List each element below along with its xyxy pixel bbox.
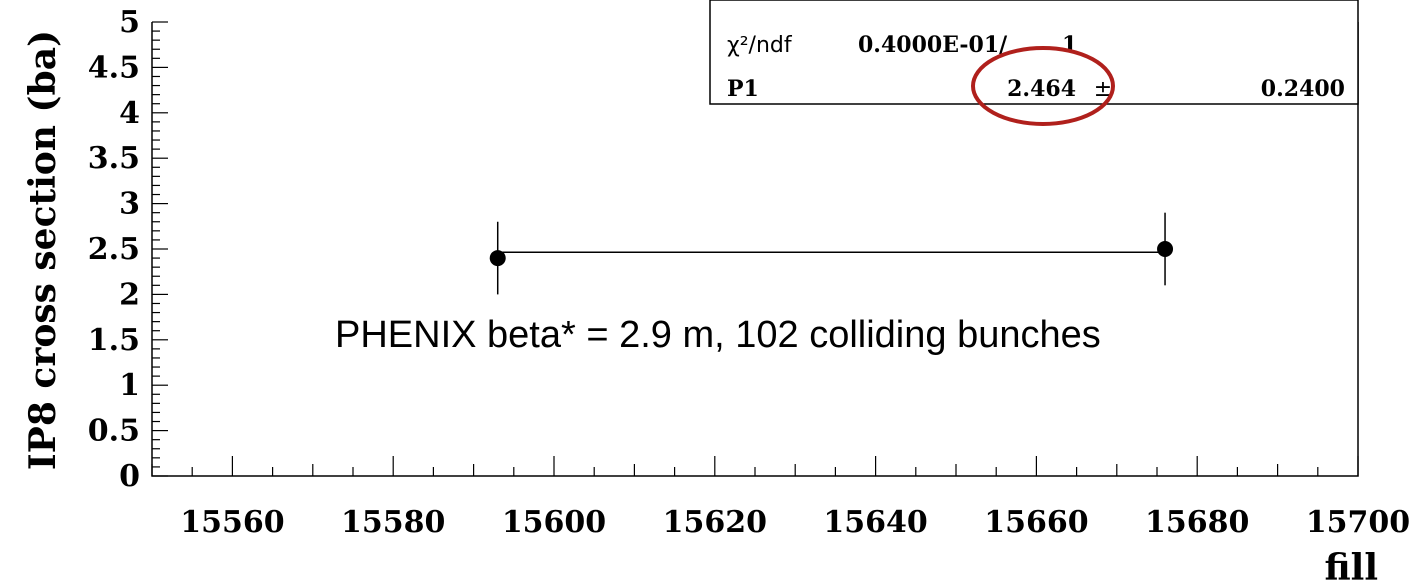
y-tick-label: 3 (119, 187, 140, 222)
y-tick-label: 0 (119, 459, 140, 494)
chi2-value: 0.4000E-01/ (858, 32, 1008, 58)
data-point (1157, 241, 1174, 257)
annotation-text: PHENIX beta* = 2.9 m, 102 colliding bunc… (335, 314, 1101, 356)
x-tick-label: 15660 (984, 505, 1088, 540)
x-axis-title: fill (1324, 547, 1378, 586)
x-tick-label: 15620 (663, 505, 767, 540)
y-tick-label: 1.5 (88, 323, 140, 358)
x-tick-label: 15560 (180, 505, 284, 540)
y-tick-label: 4.5 (88, 50, 140, 85)
x-tick-label: 15600 (502, 505, 606, 540)
x-tick-label: 15680 (1145, 505, 1249, 540)
x-tick-label: 15580 (341, 505, 445, 540)
x-tick-label: 15640 (823, 505, 927, 540)
p1-label: P1 (727, 76, 759, 102)
axes: 0 0.5 1 1.5 2 2.5 3 3.5 4 4.5 5 15560 15580 15600 1562… (88, 5, 1410, 540)
p1-plus-minus: ± (1094, 77, 1112, 102)
data-point (489, 250, 506, 267)
highlight-circle (971, 46, 1115, 126)
y-tick-label: 2 (119, 277, 140, 312)
y-axis-title: IP8 cross section (ba) (22, 30, 64, 470)
y-tick-label: 3.5 (88, 141, 140, 176)
stats-box-frame (709, 0, 1359, 105)
p1-error: 0.2400 (1261, 76, 1345, 102)
data-layer (489, 212, 1174, 295)
y-tick-label: 1 (119, 368, 140, 403)
chi2-label: χ²/ndf (727, 33, 793, 58)
y-tick-label: 5 (119, 5, 140, 40)
y-tick-label: 2.5 (88, 232, 140, 267)
p1-value: 2.464 (1007, 76, 1076, 102)
y-tick-label: 0.5 (88, 414, 140, 449)
y-tick-label: 4 (119, 96, 140, 131)
stats-box: χ²/ndf 0.4000E-01/ 1 P1 2.464 ± 0.2400 (709, 0, 1359, 126)
x-tick-label: 15700 (1306, 505, 1410, 540)
